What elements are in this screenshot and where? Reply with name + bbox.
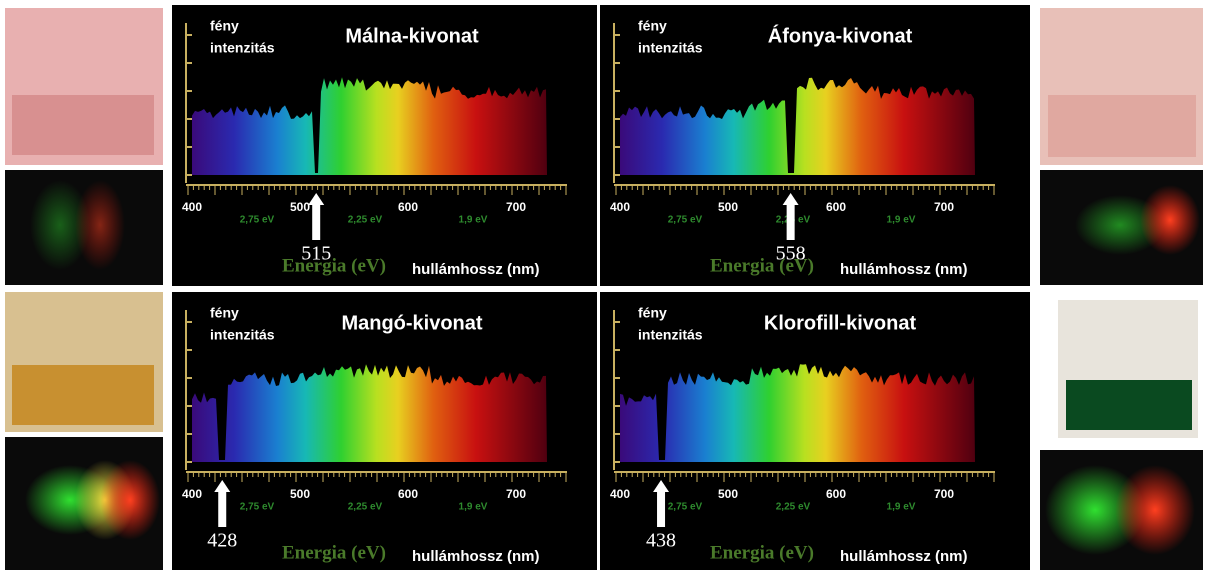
energy-tick-label: 1,9 eV [887, 502, 916, 513]
photo-glow [1045, 465, 1145, 555]
y-axis-label: intenzitás [638, 40, 703, 56]
x-axis-label: hullámhossz (nm) [840, 261, 968, 278]
marker-arrow [308, 193, 325, 240]
marker-arrow [653, 480, 670, 527]
y-axis-label: fény [638, 305, 667, 321]
photos-right [1040, 8, 1203, 570]
y-axis-label: fény [638, 18, 667, 34]
photos-left [5, 8, 163, 570]
wavelength-tick-label: 600 [826, 200, 846, 214]
photo-liquid [12, 95, 154, 155]
y-axis-label: intenzitás [210, 327, 275, 343]
energy-tick-label: 1,9 eV [459, 215, 488, 226]
wavelength-tick-label: 500 [718, 487, 738, 501]
photo-liquid [1048, 95, 1196, 157]
energy-tick-label: 2,25 eV [348, 215, 383, 226]
energy-tick-label: 2,75 eV [668, 215, 703, 226]
energy-axis-label: Energia (eV) [710, 255, 814, 276]
wavelength-tick-label: 700 [934, 200, 954, 214]
y-axis-label: fény [210, 305, 239, 321]
y-axis-label: fény [210, 18, 239, 34]
wavelength-tick-label: 700 [506, 487, 526, 501]
wavelength-tick-label: 700 [934, 487, 954, 501]
marker-label: 438 [646, 530, 676, 552]
photo-glow [1140, 185, 1200, 255]
energy-axis-label: Energia (eV) [282, 542, 386, 563]
wavelength-tick-label: 400 [610, 487, 630, 501]
energy-axis-label: Energia (eV) [282, 255, 386, 276]
spectrum-panel: 400 500 600 700 2,75 eV 2,25 eV 1,9 eV 438 Energ… [600, 292, 1030, 570]
spectrum-panel: 400 500 600 700 2,75 eV 2,25 eV 1,9 eV 428 Energ… [172, 292, 597, 570]
marker-label: 558 [776, 243, 806, 265]
spectrum [192, 77, 547, 175]
y-axis-label: intenzitás [638, 327, 703, 343]
energy-tick-label: 1,9 eV [459, 502, 488, 513]
x-axis-label: hullámhossz (nm) [840, 548, 968, 565]
wavelength-tick-label: 500 [290, 200, 310, 214]
spectrum [620, 364, 975, 462]
wavelength-tick-label: 600 [398, 200, 418, 214]
wavelength-tick-label: 400 [182, 487, 202, 501]
wavelength-tick-label: 400 [182, 200, 202, 214]
marker-arrow [214, 480, 231, 527]
energy-tick-label: 2,75 eV [240, 502, 275, 513]
x-axis-label: hullámhossz (nm) [412, 261, 540, 278]
wavelength-tick-label: 500 [290, 487, 310, 501]
wavelength-tick-label: 400 [610, 200, 630, 214]
y-axis-label: intenzitás [210, 40, 275, 56]
photo-glow [75, 180, 125, 270]
spectrum [620, 77, 975, 175]
photo-glow [100, 460, 160, 540]
wavelength-tick-label: 600 [826, 487, 846, 501]
panel-title: Áfonya-kivonat [768, 24, 913, 47]
x-axis-label: hullámhossz (nm) [412, 548, 540, 565]
energy-tick-label: 2,75 eV [240, 215, 275, 226]
wavelength-tick-label: 600 [398, 487, 418, 501]
photo-liquid [12, 365, 154, 425]
spectrum [192, 364, 547, 462]
energy-tick-label: 2,25 eV [348, 502, 383, 513]
energy-tick-label: 2,25 eV [776, 502, 811, 513]
energy-axis-label: Energia (eV) [710, 542, 814, 563]
marker-label: 515 [301, 243, 331, 265]
wavelength-tick-label: 700 [506, 200, 526, 214]
spectrum-panel: 400 500 600 700 2,75 eV 2,25 eV 1,9 eV 515Energ… [172, 5, 597, 286]
panel-title: Mangó-kivonat [341, 312, 482, 334]
photo-liquid [1066, 380, 1192, 430]
panel-title: Klorofill-kivonat [764, 312, 917, 334]
energy-tick-label: 1,9 eV [887, 215, 916, 226]
panel-title: Málna-kivonat [345, 25, 479, 47]
photo-glow [1115, 465, 1195, 555]
marker-label: 428 [207, 530, 237, 552]
energy-tick-label: 2,75 eV [668, 502, 703, 513]
photo-glow [30, 180, 90, 270]
marker-arrow [782, 193, 799, 240]
wavelength-tick-label: 500 [718, 200, 738, 214]
